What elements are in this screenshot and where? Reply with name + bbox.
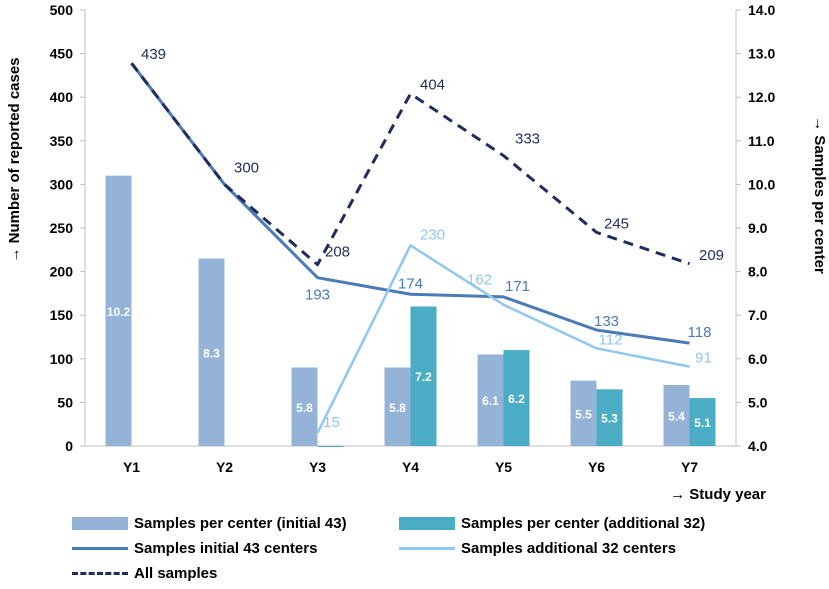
line-data-label: 15 [323,414,340,431]
bar-additional [503,350,530,446]
legend-label: Samples additional 32 centers [461,540,677,557]
y-tick-label: 300 [50,176,74,192]
legend-swatch [399,547,455,550]
x-tick-label: Y3 [309,459,326,475]
bar-data-label: 5.3 [601,412,618,426]
bar-initial [663,384,690,446]
line-data-label: 91 [695,350,712,367]
legend-label: Samples initial 43 centers [134,540,318,557]
bar-additional [317,446,344,447]
bar-initial [477,354,504,446]
y-axis-title: → Number of reported cases [6,57,23,262]
line-additional-centers [316,244,690,434]
x-tick-label: Y7 [681,459,698,475]
bar-additional [689,398,716,446]
y2-axis-title: → Samples per center [811,116,828,274]
line-data-label: 439 [141,46,166,63]
legend: Samples per center (initial 43) Samples … [0,510,829,589]
line-data-label: 230 [420,226,445,243]
y-tick-label: 250 [50,220,74,236]
bar-data-label: 5.8 [296,401,313,415]
bar-initial [384,367,411,446]
line-data-label: 171 [505,278,530,295]
y2-tick-label: 12.0 [748,89,775,105]
line-data-label: 112 [599,331,623,348]
legend-item-bar-additional: Samples per center (additional 32) [399,515,705,532]
chart: 0 50 100 150 200 250 300 350 400 450 500 4.0 5.0 6.0 7… [6,2,828,503]
y-tick-label: 500 [50,2,74,18]
bar-data-label: 7.2 [415,370,432,384]
legend-item-all-samples: All samples [72,565,217,582]
y-tick-label: 400 [50,89,74,105]
legend-swatch [72,547,128,550]
legend-swatch [72,572,128,575]
y2-tick-label: 11.0 [748,133,775,149]
lines-layer [130,62,690,434]
y-tick-label: 0 [65,438,73,454]
line-data-label: 300 [234,159,259,176]
y-tick-label: 150 [50,307,74,323]
line-all-samples [130,62,690,267]
bar-data-label: 10.2 [107,305,131,319]
bar-data-label: 8.3 [203,346,220,360]
y2-tick-label: 4.0 [748,438,768,454]
bar-initial [570,380,597,446]
line-data-label: 118 [688,324,712,341]
legend-swatch [399,517,455,530]
line-data-label: 209 [699,247,724,264]
legend-label: Samples per center (additional 32) [461,515,706,532]
line-data-label: 333 [515,131,540,148]
x-tick-label: Y2 [216,459,233,475]
line-initial-centers [130,62,690,345]
y-tick-label: 100 [50,351,74,367]
legend-item-line-initial: Samples initial 43 centers [72,540,317,557]
y-tick-label: 350 [50,133,74,149]
y2-tick-label: 14.0 [748,2,775,18]
y2-tick-label: 7.0 [748,307,768,323]
x-axis-title: → Study year [670,486,766,503]
line-data-label: 162 [467,272,492,289]
bar-data-label: 6.1 [482,394,499,408]
line-data-label: 133 [594,313,619,330]
bar-data-label: 5.8 [389,401,406,415]
legend-swatch [72,517,128,530]
bars-layer [105,175,716,447]
line-data-label: 208 [325,244,350,261]
bar-data-label: 6.2 [508,392,525,406]
y-tick-label: 50 [57,394,73,410]
legend-label: All samples [134,565,218,582]
x-tick-label: Y4 [402,459,419,475]
bar-initial [105,175,132,446]
axes-layer: 0 50 100 150 200 250 300 350 400 450 500 4.0 5.0 6.0 7… [50,2,776,475]
y-tick-label: 200 [50,264,74,280]
bar-additional [596,389,623,446]
x-tick-label: Y1 [123,459,140,475]
labels-layer: 10.2 8.3 5.8 5.8 6.1 5.5 5.4 7.2 6.2 5.3 5.1 193 174… [107,46,724,431]
x-tick-label: Y6 [588,459,605,475]
y2-tick-label: 10.0 [748,176,775,192]
bar-data-label: 5.1 [694,416,711,430]
line-data-label: 193 [305,287,330,304]
bar-data-label: 5.4 [668,409,685,423]
line-data-label: 174 [398,275,423,292]
y2-tick-label: 5.0 [748,394,768,410]
y2-tick-label: 13.0 [748,46,775,62]
legend-label: Samples per center (initial 43) [134,515,347,532]
line-data-label: 404 [420,77,445,94]
legend-item-bar-initial: Samples per center (initial 43) [72,515,347,532]
y2-tick-label: 8.0 [748,264,768,280]
y-tick-label: 450 [50,46,74,62]
y2-tick-label: 6.0 [748,351,768,367]
legend-item-line-additional: Samples additional 32 centers [399,540,676,557]
x-tick-label: Y5 [495,459,512,475]
bar-additional [410,306,437,446]
bar-initial [198,258,225,446]
y2-tick-label: 9.0 [748,220,768,236]
bar-data-label: 5.5 [575,407,592,421]
line-data-label: 245 [604,215,629,232]
bar-initial [291,367,318,446]
